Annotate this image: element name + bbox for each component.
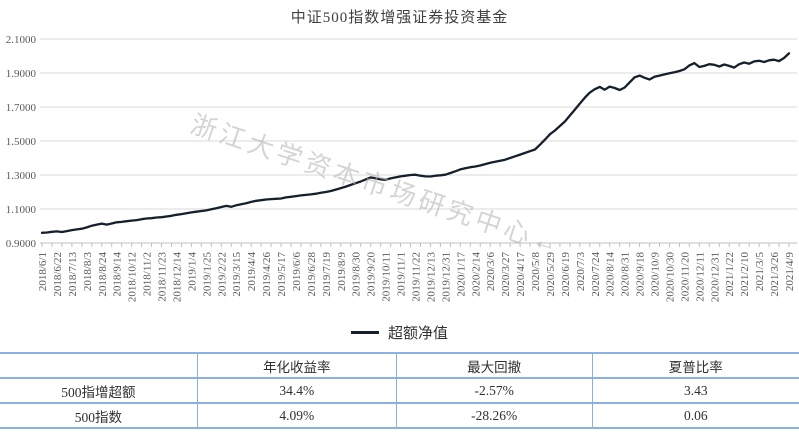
svg-text:2019/3/15: 2019/3/15 bbox=[231, 252, 243, 297]
svg-text:2020/4/17: 2020/4/17 bbox=[515, 252, 527, 297]
svg-text:2019/10/11: 2019/10/11 bbox=[381, 252, 393, 302]
chart-title: 中证500指数增强证券投资基金 bbox=[290, 10, 509, 26]
index-sharpe-ratio: 0.06 bbox=[591, 403, 799, 428]
svg-text:2020/3/27: 2020/3/27 bbox=[500, 252, 512, 297]
svg-text:2020/7/24: 2020/7/24 bbox=[590, 252, 602, 297]
svg-text:2019/9/20: 2019/9/20 bbox=[366, 252, 378, 297]
svg-text:2018/6/22: 2018/6/22 bbox=[52, 252, 64, 297]
svg-text:2019/7/19: 2019/7/19 bbox=[321, 252, 333, 297]
line-chart-canvas: 0.9000 1.1000 1.3000 1.5000 1.7000 1.9000 2.10… bbox=[6, 34, 797, 303]
svg-text:2018/8/3: 2018/8/3 bbox=[82, 252, 94, 292]
legend-line-swatch bbox=[350, 330, 379, 334]
legend-label: 超额净值 bbox=[387, 325, 448, 342]
svg-text:2020/9/18: 2020/9/18 bbox=[635, 252, 647, 297]
svg-text:2020/12/31: 2020/12/31 bbox=[709, 252, 721, 302]
excess-max-drawdown: -2.57% bbox=[395, 378, 593, 403]
svg-text:2018/11/23: 2018/11/23 bbox=[157, 252, 169, 302]
svg-text:2019/4/26: 2019/4/26 bbox=[261, 252, 273, 297]
svg-text:2020/6/19: 2020/6/19 bbox=[560, 252, 572, 297]
svg-text:2020/3/6: 2020/3/6 bbox=[485, 252, 497, 292]
index-annualized-return: 4.09% bbox=[196, 403, 397, 428]
svg-text:2020/12/11: 2020/12/11 bbox=[694, 252, 706, 302]
row-label-500-enhanced-excess: 500指增超额 bbox=[61, 384, 136, 400]
table-row-excess: 500指增超额 34.4% -2.57% 3.43 bbox=[0, 378, 799, 403]
header-max-drawdown: 最大回撤 bbox=[395, 353, 593, 378]
svg-text:2019/6/28: 2019/6/28 bbox=[306, 252, 318, 297]
header-sharpe-ratio: 夏普比率 bbox=[591, 353, 799, 378]
svg-text:2020/8/31: 2020/8/31 bbox=[620, 252, 632, 297]
svg-text:2020/2/14: 2020/2/14 bbox=[470, 252, 482, 297]
svg-text:2019/6/6: 2019/6/6 bbox=[291, 252, 303, 292]
svg-text:1.3000: 1.3000 bbox=[6, 170, 37, 182]
table-row-index: 500指数 4.09% -28.26% 0.06 bbox=[0, 403, 799, 428]
svg-text:2020/5/8: 2020/5/8 bbox=[530, 252, 542, 292]
excess-sharpe-ratio: 3.43 bbox=[591, 378, 799, 403]
chart-legend: 超额净值 bbox=[0, 320, 799, 344]
svg-text:2020/1/17: 2020/1/17 bbox=[455, 252, 467, 297]
svg-text:2019/12/13: 2019/12/13 bbox=[425, 252, 437, 303]
svg-text:2019/1/4: 2019/1/4 bbox=[186, 252, 198, 292]
svg-text:2021/4/9: 2021/4/9 bbox=[784, 252, 796, 292]
svg-text:2021/3/5: 2021/3/5 bbox=[754, 252, 766, 292]
svg-text:2020/10/30: 2020/10/30 bbox=[664, 252, 676, 303]
row-label-500-index: 500指数 bbox=[74, 409, 123, 425]
svg-text:2019/8/9: 2019/8/9 bbox=[336, 252, 348, 292]
svg-text:2021/3/26: 2021/3/26 bbox=[769, 252, 781, 297]
performance-table: 年化收益率 最大回撤 夏普比率 500指增超额 34.4% -2.57% 3.4… bbox=[0, 352, 799, 429]
svg-text:2019/5/17: 2019/5/17 bbox=[276, 252, 288, 297]
svg-text:2.1000: 2.1000 bbox=[6, 34, 37, 46]
svg-text:2019/11/1: 2019/11/1 bbox=[396, 252, 408, 296]
svg-text:0.9000: 0.9000 bbox=[6, 238, 37, 250]
svg-text:2020/11/20: 2020/11/20 bbox=[679, 252, 691, 302]
header-blank bbox=[0, 353, 197, 378]
svg-text:2018/6/1: 2018/6/1 bbox=[37, 252, 49, 291]
excess-annualized-return: 34.4% bbox=[196, 378, 397, 403]
svg-text:1.5000: 1.5000 bbox=[6, 136, 37, 148]
svg-text:1.1000: 1.1000 bbox=[6, 204, 37, 216]
svg-text:2018/12/14: 2018/12/14 bbox=[171, 252, 183, 303]
svg-text:2018/7/13: 2018/7/13 bbox=[67, 252, 79, 297]
svg-text:2020/5/29: 2020/5/29 bbox=[545, 252, 557, 297]
svg-text:2018/11/2: 2018/11/2 bbox=[142, 252, 154, 296]
svg-text:2020/7/3: 2020/7/3 bbox=[575, 252, 587, 292]
svg-text:1.9000: 1.9000 bbox=[6, 68, 37, 80]
svg-text:2018/8/24: 2018/8/24 bbox=[97, 252, 109, 297]
svg-text:2019/11/22: 2019/11/22 bbox=[411, 252, 423, 302]
header-annualized-return: 年化收益率 bbox=[196, 353, 397, 378]
svg-text:2019/4/4: 2019/4/4 bbox=[246, 252, 258, 292]
excess-nav-chart: 0.9000 1.1000 1.3000 1.5000 1.7000 1.9000 2.10… bbox=[0, 30, 799, 314]
svg-text:2020/10/9: 2020/10/9 bbox=[650, 252, 662, 297]
svg-text:2019/2/22: 2019/2/22 bbox=[216, 252, 228, 297]
svg-text:2018/9/14: 2018/9/14 bbox=[112, 252, 124, 297]
svg-text:2021/1/22: 2021/1/22 bbox=[724, 252, 736, 297]
svg-text:1.7000: 1.7000 bbox=[6, 102, 37, 114]
svg-text:2019/1/25: 2019/1/25 bbox=[201, 252, 213, 297]
svg-text:2018/10/12: 2018/10/12 bbox=[127, 252, 139, 302]
svg-text:2021/2/10: 2021/2/10 bbox=[739, 252, 751, 297]
index-max-drawdown: -28.26% bbox=[395, 403, 593, 428]
svg-text:2020/8/14: 2020/8/14 bbox=[605, 252, 617, 297]
svg-text:2019/12/31: 2019/12/31 bbox=[440, 252, 452, 302]
table-header-row: 年化收益率 最大回撤 夏普比率 bbox=[0, 353, 799, 378]
svg-text:2019/8/30: 2019/8/30 bbox=[351, 252, 363, 297]
